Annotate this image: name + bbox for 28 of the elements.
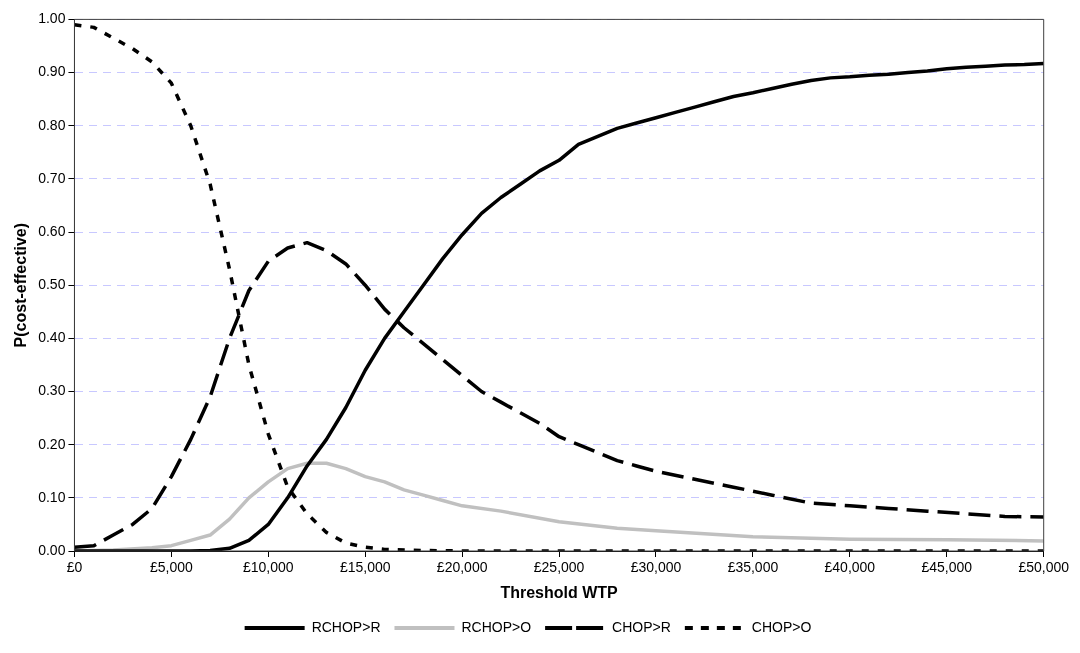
- x-tick-label: £0: [66, 559, 83, 576]
- y-tick-label: 0.90: [38, 63, 66, 80]
- legend-label: RCHOP>R: [311, 618, 381, 635]
- legend-label: RCHOP>O: [461, 618, 532, 635]
- x-tick-label: £30,000: [630, 559, 682, 576]
- x-tick-label: £25,000: [533, 559, 585, 576]
- y-tick-label: 1.00: [38, 10, 66, 27]
- y-tick-label: 0.40: [38, 329, 66, 346]
- x-tick-label: £10,000: [242, 559, 294, 576]
- x-axis-title: Threshold WTP: [500, 583, 619, 601]
- y-tick-label: 0.30: [38, 382, 66, 399]
- y-axis-title: P(cost-effective): [12, 222, 30, 348]
- x-tick-label: £40,000: [824, 559, 876, 576]
- y-tick-label: 0.10: [38, 488, 66, 505]
- y-tick-label: 0.50: [38, 276, 66, 293]
- y-tick-label: 0.80: [38, 116, 66, 133]
- legend-label: CHOP>O: [751, 618, 812, 635]
- x-tick-label: £45,000: [921, 559, 973, 576]
- x-tick-label: £5,000: [149, 559, 193, 576]
- x-tick-label: £20,000: [436, 559, 488, 576]
- y-tick-label: 0.00: [38, 541, 66, 558]
- y-tick-label: 0.20: [38, 435, 66, 452]
- x-tick-label: £15,000: [339, 559, 391, 576]
- x-tick-label: £50,000: [1018, 559, 1070, 576]
- y-tick-label: 0.70: [38, 169, 66, 186]
- y-tick-label: 0.60: [38, 222, 66, 239]
- legend-label: CHOP>R: [612, 618, 671, 635]
- x-tick-label: £35,000: [727, 559, 779, 576]
